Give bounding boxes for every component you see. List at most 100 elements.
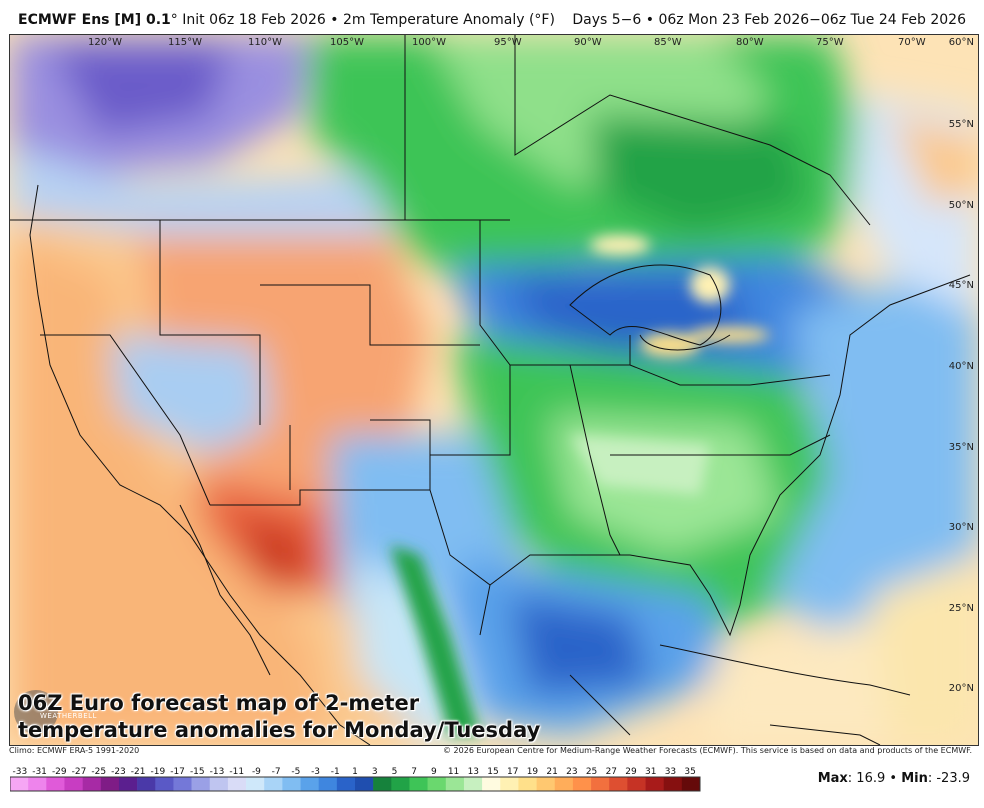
colorbar-swatch — [663, 777, 683, 791]
temperature-anomaly-map[interactable]: 120°W 115°W 110°W 105°W 100°W 95°W 90°W … — [9, 34, 979, 746]
colorbar-tick-label: 19 — [527, 767, 539, 777]
max-label: Max — [817, 771, 848, 786]
colorbar-swatch — [500, 777, 519, 791]
lon-label: 100°W — [412, 37, 446, 48]
colorbar-tick-label: -19 — [151, 767, 166, 777]
colorbar-swatch — [391, 777, 410, 791]
colorbar-frame — [9, 776, 701, 792]
lat-label: 30°N — [949, 522, 974, 533]
colorbar-swatch — [264, 777, 283, 791]
colorbar-tick-label: 1 — [352, 767, 358, 777]
lon-label: 110°W — [248, 37, 282, 48]
lat-label: 25°N — [949, 603, 974, 614]
colorbar-swatch — [627, 777, 646, 791]
colorbar-tick-label: 23 — [566, 767, 577, 777]
colorbar-swatch — [246, 777, 265, 791]
lon-label: 120°W — [88, 37, 122, 48]
colorbar-swatch — [554, 777, 574, 791]
min-value: : -23.9 — [927, 771, 970, 786]
colorbar-tick-label: 35 — [684, 767, 695, 777]
weatherbell-logo-text: WEATHERBELL — [40, 712, 97, 720]
anomaly-field — [10, 35, 978, 745]
colorbar-tick-label: -11 — [229, 767, 244, 777]
colorbar-tick-label: 15 — [487, 767, 498, 777]
colorbar-swatch — [100, 777, 120, 791]
colorbar-swatch — [82, 777, 102, 791]
colorbar-tick-label: -23 — [111, 767, 126, 777]
colorbar-tick-label: 25 — [586, 767, 597, 777]
lat-label: 50°N — [949, 200, 974, 211]
min-label: Min — [901, 771, 928, 786]
colorbar-swatch — [427, 777, 447, 791]
colorbar-swatch — [209, 777, 229, 791]
lon-label: 105°W — [330, 37, 364, 48]
lat-label: 20°N — [949, 683, 974, 694]
colorbar-swatch — [155, 777, 174, 791]
colorbar-tick-label: 29 — [625, 767, 637, 777]
colorbar-swatch — [318, 777, 338, 791]
longitude-labels: 120°W 115°W 110°W 105°W 100°W 95°W 90°W … — [88, 37, 926, 48]
colorbar-tick-label: -27 — [72, 767, 87, 777]
colorbar-tick-label: 7 — [411, 767, 417, 777]
colorbar-swatch — [463, 777, 483, 791]
anomaly-detail — [390, 235, 770, 735]
colorbar-swatch — [10, 777, 29, 791]
colorbar-swatch — [518, 777, 537, 791]
latitude-labels: 60°N 55°N 50°N 45°N 40°N 35°N 30°N 25°N … — [949, 37, 974, 694]
model-name: ECMWF Ens [M] 0.1 — [18, 12, 171, 28]
colorbar-tick-label: -25 — [91, 767, 106, 777]
max-value: : 16.9 • — [847, 771, 902, 786]
colorbar-swatch — [645, 777, 664, 791]
colorbar-tick-label: 21 — [546, 767, 557, 777]
colorbar-tick-label: -3 — [311, 767, 320, 777]
colorbar-swatch — [137, 777, 156, 791]
colorbar-tick-label: -5 — [291, 767, 300, 777]
colorbar-tick-label: -33 — [13, 767, 28, 777]
weatherbell-logo — [14, 690, 58, 734]
max-min-readout: Max: 16.9 • Min: -23.9 — [818, 771, 970, 786]
lat-label: 55°N — [949, 119, 974, 130]
colorbar-swatch — [445, 777, 465, 791]
colorbar-tick-label: 31 — [645, 767, 656, 777]
lat-label: 35°N — [949, 442, 974, 453]
init-time: ° Init 06z 18 Feb 2026 • 2m Temperature … — [170, 12, 555, 28]
colorbar-swatch — [64, 777, 83, 791]
colorbar-tick-label: -1 — [331, 767, 340, 777]
map-canvas: 120°W 115°W 110°W 105°W 100°W 95°W 90°W … — [10, 35, 978, 745]
colorbar-tick-label: 13 — [468, 767, 479, 777]
copyright-note: © 2026 European Centre for Medium-Range … — [443, 746, 972, 755]
lon-label: 75°W — [816, 37, 844, 48]
lon-label: 95°W — [494, 37, 522, 48]
colorbar-swatch — [118, 777, 138, 791]
colorbar-swatch — [373, 777, 392, 791]
lat-label: 60°N — [949, 37, 974, 48]
colorbar-swatch — [191, 777, 211, 791]
colorbar-tick-label: 27 — [606, 767, 617, 777]
colorbar-swatch — [536, 777, 556, 791]
colorbar-swatch — [482, 777, 501, 791]
lon-label: 85°W — [654, 37, 682, 48]
colorbar-swatch — [336, 777, 356, 791]
colorbar-tick-label: -17 — [170, 767, 185, 777]
climo-note: Climo: ECMWF ERA-5 1991-2020 — [9, 746, 140, 755]
colorbar-swatch — [173, 777, 192, 791]
colorbar-tick-label: -7 — [272, 767, 281, 777]
colorbar-tick-label: 9 — [431, 767, 437, 777]
colorbar-tick-label: -15 — [190, 767, 205, 777]
colorbar-tick-label: 33 — [665, 767, 676, 777]
colorbar-swatch — [355, 777, 374, 791]
colorbar-tick-label: 11 — [448, 767, 459, 777]
colorbar-tick-label: -31 — [32, 767, 47, 777]
colorbar-swatch — [28, 777, 47, 791]
colorbar-swatch — [409, 777, 428, 791]
boundaries — [10, 35, 971, 745]
colorbar-swatch — [46, 777, 65, 791]
colorbar-swatch — [227, 777, 247, 791]
colorbar-tick-label: 3 — [372, 767, 378, 777]
colorbar: -33 -31 -29 -27 -25 -23 -21 -19 -17 -15 -13 -11 -9 -7… — [9, 765, 710, 799]
lat-label: 45°N — [949, 280, 974, 291]
colorbar-swatch — [609, 777, 628, 791]
colorbar-svg: -33 -31 -29 -27 -25 -23 -21 -19 -17 -15 -13 -11 -9 -7… — [9, 767, 701, 792]
colorbar-swatch — [282, 777, 301, 791]
lon-label: 90°W — [574, 37, 602, 48]
